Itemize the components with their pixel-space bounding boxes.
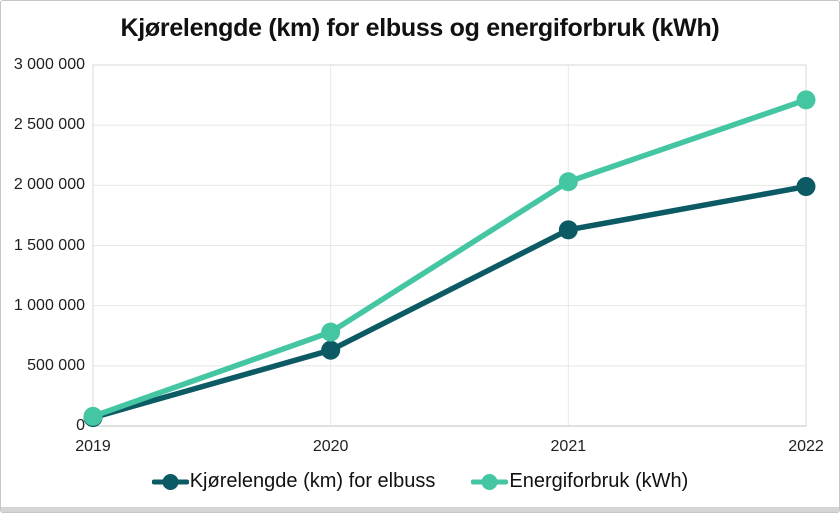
data-point-marker-s1-2019 [83, 406, 103, 426]
series-line-1 [90, 97, 809, 420]
x-tick-label: 2021 [550, 438, 587, 455]
y-tick-label: 2 500 000 [13, 116, 85, 134]
data-point-marker-s1-2020 [321, 322, 341, 342]
x-tick-label: 2022 [788, 438, 824, 455]
legend-label-kjorelengde: Kjørelengde (km) for elbuss [189, 470, 436, 492]
data-point-marker-s0-2021 [558, 220, 578, 240]
legend-item-energiforbruk: Energiforbruk (kWh) [471, 470, 688, 493]
y-tick-label: 3 000 000 [13, 56, 85, 73]
x-tick-label: 2019 [75, 438, 111, 455]
data-point-marker-s0-2020 [321, 340, 341, 360]
data-point-marker-s1-2021 [558, 172, 578, 192]
chart-title: Kjørelengde (km) for elbuss og energifor… [120, 14, 720, 42]
data-point-marker-s0-2022 [796, 177, 816, 197]
legend-label-energiforbruk: Energiforbruk (kWh) [509, 470, 689, 492]
y-tick-label: 2 000 000 [13, 176, 85, 194]
legend-item-kjorelengde: Kjørelengde (km) for elbuss [151, 470, 436, 493]
data-point-marker-s1-2022 [796, 90, 816, 110]
legend-marker-line-circle-icon [151, 473, 189, 490]
y-tick-label: 1 000 000 [13, 296, 85, 314]
legend-marker-line-circle-icon [471, 473, 509, 490]
x-tick-label: 2020 [312, 438, 349, 455]
y-tick-label: 1 500 000 [13, 236, 85, 254]
window-bottom-edge [1, 507, 839, 512]
y-tick-label: 500 000 [27, 356, 85, 374]
chart-legend: Kjørelengde (km) for elbuss Energiforbru… [1, 470, 839, 493]
series-line-0 [90, 183, 809, 421]
y-tick-label: 0 [76, 417, 85, 434]
